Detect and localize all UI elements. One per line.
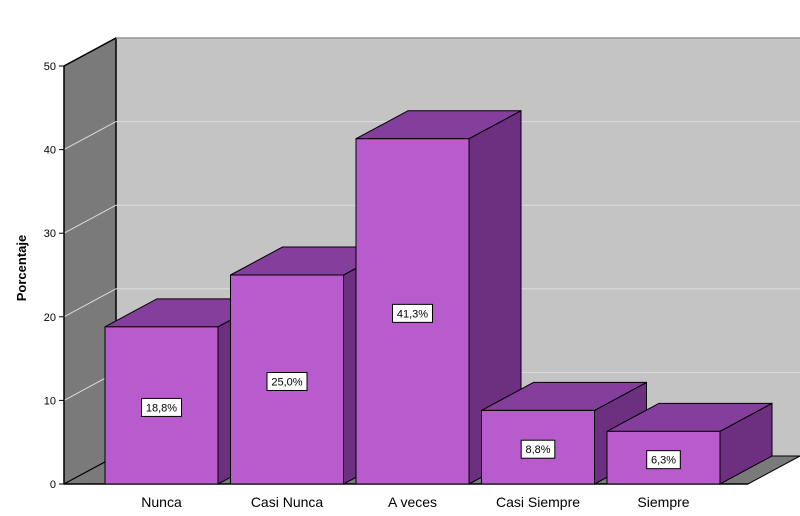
- top-edge: [63, 37, 117, 67]
- y-tick-label: 50: [44, 61, 56, 73]
- gridline-side: [63, 121, 117, 151]
- data-label: 41,3%: [397, 308, 428, 320]
- y-tick-label: 0: [50, 479, 56, 491]
- bars: 18,8% 25,0% 41,3% 8,8% 6,3%: [104, 109, 773, 485]
- category-label: Casi Nunca: [251, 494, 324, 510]
- y-tick-label: 30: [44, 228, 56, 240]
- data-label: 18,8%: [146, 402, 177, 414]
- bar: 41,3%: [355, 109, 522, 485]
- category-label: Nunca: [141, 494, 182, 510]
- y-tick-label: 40: [44, 145, 56, 157]
- category-labels: Nunca Casi Nunca A veces Casi Siempre Siempr…: [141, 494, 690, 510]
- data-label: 8,8%: [525, 444, 550, 456]
- data-label-box: [520, 439, 556, 459]
- data-label-box: [392, 303, 433, 323]
- data-label-box: [646, 450, 681, 470]
- data-label: 25,0%: [271, 377, 302, 389]
- data-label-box: [141, 397, 182, 417]
- y-axis-title: Porcentaje: [14, 235, 29, 301]
- category-label: A veces: [388, 494, 437, 510]
- gridline-side: [63, 204, 117, 234]
- data-label-box: [266, 372, 308, 391]
- data-label: 6,3%: [651, 455, 676, 467]
- bar: 6,3%: [606, 402, 773, 485]
- category-label: Casi Siempre: [496, 494, 580, 510]
- y-tick-label: 10: [44, 395, 56, 407]
- category-label: Siempre: [637, 494, 689, 510]
- y-tick-label: 20: [44, 312, 56, 324]
- gridline-side: [63, 288, 117, 318]
- y-axis-ticks: 0 10 20 30 40 50: [44, 61, 64, 491]
